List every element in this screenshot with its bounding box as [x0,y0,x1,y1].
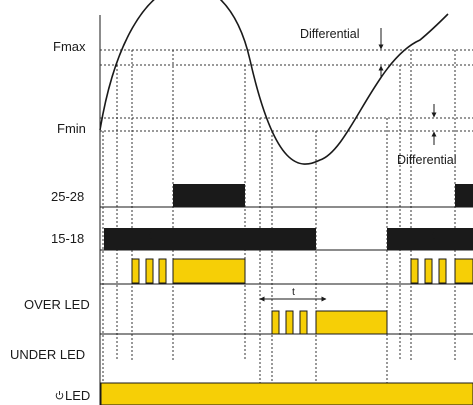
relay-15-18-pulse-2 [387,228,473,250]
power-icon [55,391,64,400]
relay-25-28-pulse-2 [455,184,473,207]
time-label-over-1: t [149,230,152,242]
fmin-label: Fmin [57,121,86,136]
time-label-under: t [292,286,295,298]
row-label-power-led: LED [65,388,90,403]
row-label-under-led: UNDER LED [10,347,85,362]
frequency-curve [99,0,449,165]
under-led-blink [271,310,388,335]
power-led-bar [100,382,473,405]
differential-lower-label: Differential [397,153,457,167]
row-label-25-28: 25-28 [51,189,84,204]
fmax-label: Fmax [53,39,86,54]
over-led-blink-1 [131,258,246,284]
over-led-blink-2 [410,258,473,284]
row-label-15-18: 15-18 [51,231,84,246]
time-label-over-2: t [432,230,435,242]
row-label-over-led: OVER LED [24,297,90,312]
relay-15-18-pulse-1 [104,228,316,250]
event-guide-lines [102,50,456,398]
relay-25-28-pulse-1 [173,184,245,207]
differential-upper-label: Differential [300,27,360,41]
